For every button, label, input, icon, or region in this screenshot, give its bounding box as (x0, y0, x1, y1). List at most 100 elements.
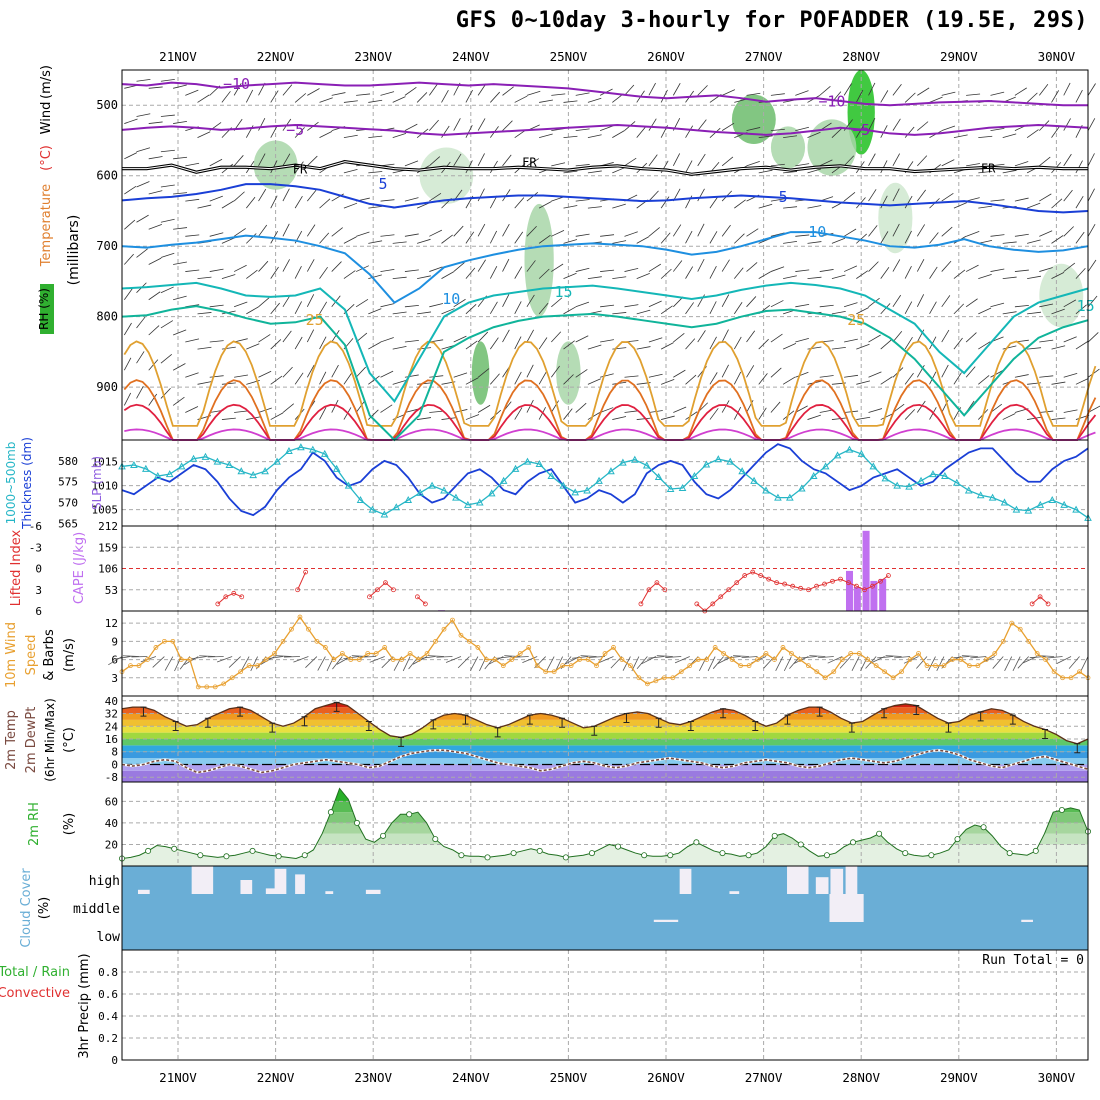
wind-barb (307, 88, 320, 96)
slp-marker (404, 496, 413, 504)
lifted-index-marker (422, 601, 428, 607)
wind-barb (258, 153, 266, 167)
wind-barb (233, 301, 248, 308)
wind-barb (160, 149, 175, 153)
wind-barb (477, 188, 485, 202)
wind-speed-marker (924, 663, 930, 669)
wind-speed-marker (797, 657, 803, 662)
slp-marker (475, 498, 484, 506)
slp-marker (833, 451, 842, 459)
wind-barb (624, 231, 638, 237)
slp-marker (571, 488, 580, 496)
lifted-index-marker (375, 587, 380, 593)
wind-speed-marker (577, 657, 582, 662)
rh-marker (667, 852, 674, 859)
lifted-index-marker (662, 587, 668, 593)
rh-marker (823, 852, 830, 859)
wind-barb (795, 126, 810, 131)
wind-barb (148, 393, 158, 406)
minmax-errorbar (237, 706, 244, 717)
wind-speed-marker (1068, 675, 1074, 681)
wind-barb (929, 232, 939, 244)
date-label-bottom: 28NOV (842, 1070, 880, 1085)
wind-barb (782, 343, 797, 350)
wind-barb (770, 401, 781, 413)
surface-wind-barb (885, 655, 902, 657)
wind-speed-marker (704, 657, 710, 662)
wind-barb (1039, 156, 1051, 167)
lifted-index-marker (758, 573, 764, 578)
wind-barb (697, 330, 706, 343)
lifted-index-marker (846, 580, 851, 586)
surface-wind-barb (992, 656, 1004, 669)
wind-barb (429, 192, 442, 202)
rh-marker (249, 847, 256, 854)
wind-speed-marker (178, 657, 184, 662)
wind-barb (209, 375, 224, 378)
wind-barb (368, 274, 382, 279)
surface-wind-barb (712, 656, 724, 669)
surface-wind-barb (445, 656, 462, 663)
wind-barb (477, 223, 486, 237)
wind-speed-marker (195, 684, 201, 690)
wind-barb (746, 365, 755, 378)
cape-bar (853, 586, 861, 611)
wind-speed-marker (560, 663, 566, 669)
wind-barb (514, 231, 524, 244)
wind-barb (123, 288, 133, 300)
surface-wind-barb (656, 655, 673, 657)
wind-barb (550, 365, 560, 378)
wind-barb (868, 334, 881, 343)
wind-speed-marker (899, 669, 904, 675)
wind-barb (441, 308, 455, 315)
minmax-errorbar (526, 714, 533, 725)
slp-marker (702, 460, 711, 468)
date-label-bottom: 23NOV (354, 1070, 392, 1085)
wind-barb (246, 269, 258, 279)
wind-barb (148, 257, 162, 265)
surface-wind-barb (241, 656, 250, 671)
wind-barb (709, 408, 719, 420)
lifted-index-marker (886, 573, 891, 578)
lifted-index-marker (790, 583, 796, 589)
wind-barb (587, 206, 602, 209)
wind-barb (258, 297, 270, 308)
date-label-bottom: 27NOV (745, 1070, 783, 1085)
wind-barb (1039, 375, 1054, 378)
surface-wind-barb (267, 656, 284, 660)
surface-wind-barb (305, 656, 318, 668)
pressure-axis-label: (millibars) (66, 215, 82, 286)
wind-barb (380, 268, 395, 272)
wind-barb (136, 181, 150, 188)
cloud-bar-high (240, 880, 253, 894)
temperature-unit-label: (°C) (62, 727, 77, 753)
wind-barb (721, 294, 730, 307)
wind-barb (892, 84, 902, 96)
wind-barb (868, 225, 878, 237)
wind-speed-marker (204, 684, 210, 690)
wind-barb (392, 241, 407, 244)
wind-barb (1075, 160, 1083, 174)
wind-barb (319, 131, 333, 139)
precip-tick: 0.6 (98, 988, 118, 1001)
wind-barb (343, 168, 358, 174)
wind-barb (612, 240, 627, 244)
wind-barb (538, 337, 548, 350)
wind-barb (258, 224, 268, 237)
wind-barb (1014, 269, 1029, 272)
wind-barb (551, 229, 565, 237)
lifted-index-marker (414, 594, 420, 600)
rh-marker (380, 832, 387, 839)
wind-barb (721, 156, 734, 167)
wind-barb (1014, 374, 1029, 378)
rh-marker (902, 850, 909, 857)
wind-barb (575, 92, 590, 96)
slp-marker (344, 481, 353, 489)
wind-barb (148, 224, 162, 230)
minmax-errorbar (848, 722, 855, 733)
wind-barb (343, 100, 358, 103)
wind-speed-marker (272, 651, 277, 656)
thickness-line (121, 443, 1089, 517)
wind-barb (441, 125, 450, 138)
wind-barb (563, 135, 578, 139)
